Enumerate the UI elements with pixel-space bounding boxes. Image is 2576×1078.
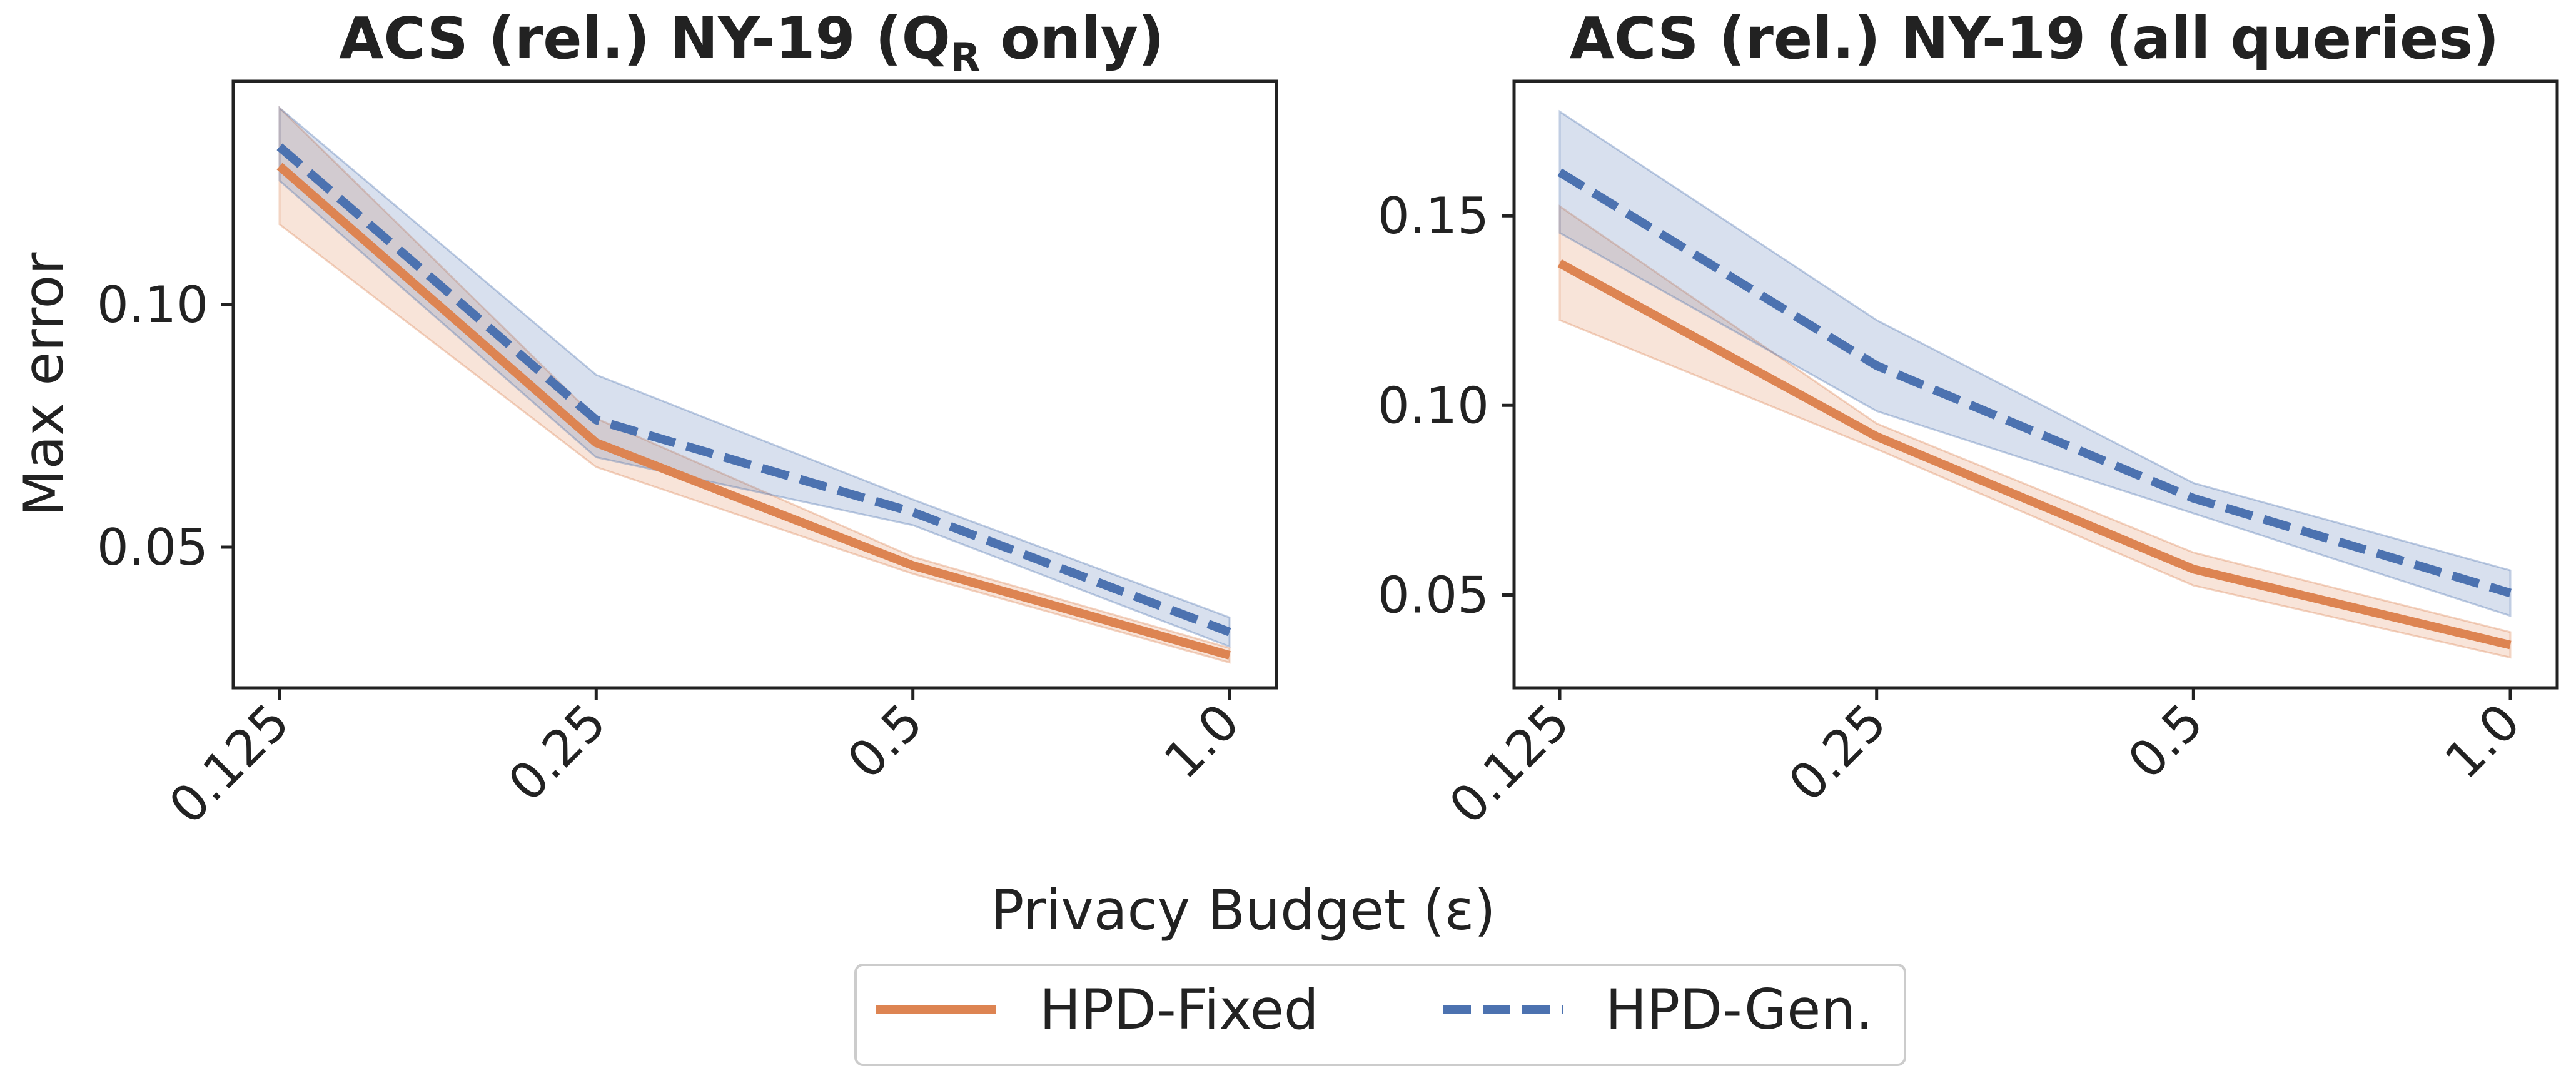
chart-1-band-hpd-gen [278, 106, 1231, 648]
chart-1-plot-frame [231, 79, 1278, 690]
chart-2-y-ticks: 0.05 0.10 0.15 [1378, 187, 1514, 625]
chart-2-band-hpd-fixed [1558, 204, 2512, 659]
chart-2-series-line-hpd-fixed [1557, 259, 2512, 650]
legend-frame [854, 964, 1906, 1066]
chart-1-lines [276, 143, 1231, 660]
chart-2-title-main: ACS (rel.) NY-19 (all queries) [1570, 5, 2500, 72]
chart-1-y-tick-label-0: 0.05 [97, 518, 208, 577]
chart-1-point-hpd-fixed-2 [912, 565, 913, 566]
chart-2-y-tick-label-2: 0.15 [1378, 187, 1489, 245]
chart-1-y-tick-label-1: 0.10 [97, 276, 208, 334]
chart-1-point-hpd-gen-2 [912, 512, 913, 513]
x-axis-label: Privacy Budget (ε) [991, 878, 1495, 942]
chart-2-plot-frame [1512, 79, 2559, 690]
legend: HPD-Fixed HPD-Gen. [854, 964, 1906, 1066]
legend-label-hpd-fixed: HPD-Fixed [1039, 977, 1319, 1042]
chart-2-point-hpd-gen-1 [1876, 365, 1877, 366]
y-axis-label: Max error [11, 252, 76, 517]
legend-label-hpd-gen: HPD-Gen. [1605, 977, 1873, 1042]
chart-2-lines [1557, 168, 2512, 650]
chart-2-point-hpd-fixed-1 [1876, 436, 1877, 437]
chart-1-band-hpd-fixed [278, 106, 1231, 664]
chart-2-y-tick-label-1: 0.10 [1378, 376, 1489, 435]
chart-2-series-line-hpd-gen [1557, 168, 2512, 598]
chart-1-title-subscript: R [951, 34, 981, 80]
chart-1-bands [278, 106, 1231, 664]
chart-2-point-hpd-fixed-2 [2193, 569, 2194, 570]
chart-2-title: ACS (rel.) NY-19 (all queries) [1570, 5, 2500, 72]
chart-1-title: ACS (rel.) NY-19 (QR only) [339, 5, 1164, 80]
chart-1-series-line-hpd-fixed [276, 163, 1231, 660]
chart-1-series-line-hpd-gen [276, 143, 1231, 637]
chart-1-title-end: only) [981, 5, 1164, 72]
chart-1-title-main: ACS (rel.) NY-19 (Q [339, 5, 951, 72]
chart-1-y-ticks: 0.05 0.10 [97, 276, 233, 577]
chart-2-y-tick-label-0: 0.05 [1378, 567, 1489, 625]
